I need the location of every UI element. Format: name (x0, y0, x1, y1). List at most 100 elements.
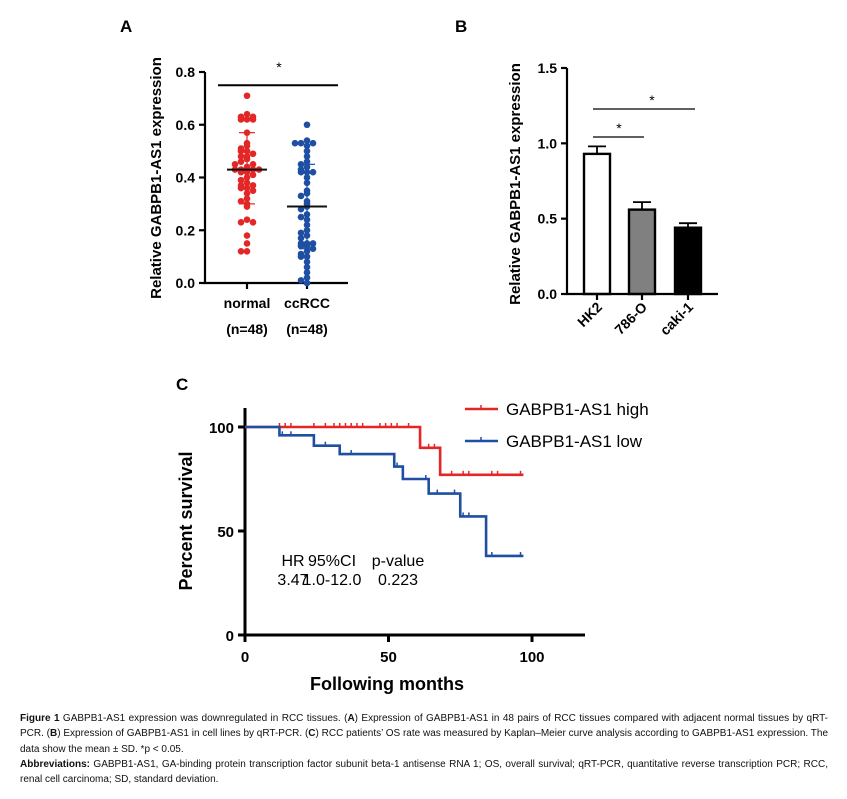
data-point (297, 253, 305, 260)
y-axis-label: Relative GABPB1-AS1 expression (148, 57, 165, 299)
significance-star: * (276, 59, 282, 75)
panel-b-bar-chart: HK2 786-O caki-1 0.0 0.5 1.0 1.5 Relative GABPB… (507, 60, 718, 338)
x-tick-n-label: (n=48) (286, 321, 328, 337)
data-point (303, 269, 311, 276)
data-point (249, 150, 257, 158)
y-tick-label: 0.8 (176, 64, 196, 80)
data-point (297, 234, 305, 242)
y-tick-label: 0.0 (538, 286, 558, 302)
data-point (309, 240, 317, 247)
x-tick-label: 786-O (611, 299, 650, 338)
data-point (303, 253, 311, 260)
legend-label: GABPB1-AS1 low (506, 432, 643, 451)
data-point (249, 219, 257, 226)
bar (582, 152, 612, 296)
data-point (237, 116, 245, 123)
caption-text: ) Expression of GABPB1-AS1 in cell lines… (57, 728, 309, 740)
x-tick-label: caki-1 (657, 299, 697, 339)
y-tick-label: 1.0 (538, 135, 558, 151)
data-point (303, 147, 311, 155)
x-axis-label: Following months (310, 674, 464, 694)
data-point (249, 171, 257, 179)
caption-main: Figure 1 GABPB1-AS1 expression was downr… (20, 711, 828, 757)
panel-a-scatter: 0.0 0.2 0.4 0.6 0.8 Relative GABPB1-AS1 expre… (148, 57, 348, 337)
data-point (243, 216, 251, 223)
caption-text: GABPB1-AS1 expression was downregulated … (59, 713, 348, 724)
data-point (237, 176, 245, 184)
data-point (249, 187, 257, 194)
data-point (243, 248, 251, 255)
abbreviations-label: Abbreviations: (20, 758, 91, 770)
y-axis-label: Relative GABPB1-AS1 expression (507, 63, 524, 305)
y-tick-label: 100 (209, 420, 234, 437)
caption-b: B (50, 728, 58, 740)
panel-label-c: C (176, 375, 188, 394)
bar (627, 208, 657, 296)
data-point (309, 168, 317, 176)
legend-label: GABPB1-AS1 high (506, 400, 649, 419)
data-point (249, 116, 257, 123)
data-point (237, 248, 245, 255)
data-point (237, 158, 245, 165)
caption-abbreviations: Abbreviations: GABPB1-AS1, GA-binding pr… (20, 757, 828, 788)
data-point (237, 197, 245, 205)
data-point (237, 147, 245, 155)
data-point (297, 192, 305, 200)
data-point (231, 161, 239, 168)
data-point (303, 137, 311, 144)
data-point (291, 139, 299, 147)
y-tick-label: 1.5 (538, 60, 558, 76)
data-point (303, 263, 311, 271)
data-point (303, 248, 311, 255)
abbreviations-text: GABPB1-AS1, GA-binding protein transcrip… (20, 758, 828, 786)
data-point (249, 161, 257, 168)
y-tick-label: 0.6 (176, 117, 196, 133)
data-point (303, 153, 311, 160)
panel-label-a: A (120, 17, 132, 36)
panel-c-survival-chart: 0 50 100 0 50 100 Following months Percent surv… (176, 400, 649, 694)
bar (673, 226, 703, 296)
y-axis-label: Percent survival (176, 451, 196, 590)
data-point (237, 219, 245, 226)
y-tick-label: 0.2 (176, 222, 196, 238)
data-point (303, 142, 311, 150)
data-point (243, 92, 251, 100)
caption-figure-label: Figure 1 (20, 713, 60, 724)
data-point (309, 139, 317, 147)
data-point (297, 229, 305, 237)
x-tick-label: 50 (380, 649, 397, 666)
significance-star: * (616, 120, 622, 136)
data-point (243, 110, 251, 118)
stats-value: 0.223 (378, 572, 418, 589)
x-tick-label: 100 (519, 649, 544, 666)
x-tick-label: HK2 (574, 299, 605, 330)
y-tick-label: 50 (217, 524, 234, 541)
data-point (297, 277, 305, 284)
y-tick-label: 0.0 (176, 275, 196, 291)
data-point (297, 242, 305, 250)
x-tick-label: 0 (241, 649, 249, 666)
data-point (303, 258, 311, 266)
data-point (297, 213, 305, 221)
panel-label-b: B (455, 17, 467, 36)
x-tick-n-label: (n=48) (226, 321, 268, 337)
stats-header: 95%CI (308, 553, 356, 570)
caption-text: ) RCC patients’ OS rate was measured by … (20, 728, 829, 755)
survival-curve (245, 425, 524, 558)
figure-caption: Figure 1 GABPB1-AS1 expression was downr… (20, 711, 828, 787)
data-point (303, 158, 311, 165)
x-tick-label: ccRCC (284, 295, 330, 311)
data-point (303, 274, 311, 282)
significance-star: * (649, 92, 655, 108)
data-point (237, 153, 245, 160)
data-point (237, 184, 245, 192)
caption-text: ) Expression of GABPB1-AS1 in 48 pairs o… (20, 713, 829, 740)
data-point (303, 279, 311, 287)
data-point (243, 232, 251, 239)
caption-c: C (308, 728, 316, 740)
data-point (303, 121, 311, 129)
y-tick-label: 0 (226, 628, 234, 645)
data-point (243, 116, 251, 123)
stats-header: p-value (372, 553, 425, 570)
stats-value: 3.47 (277, 572, 308, 589)
